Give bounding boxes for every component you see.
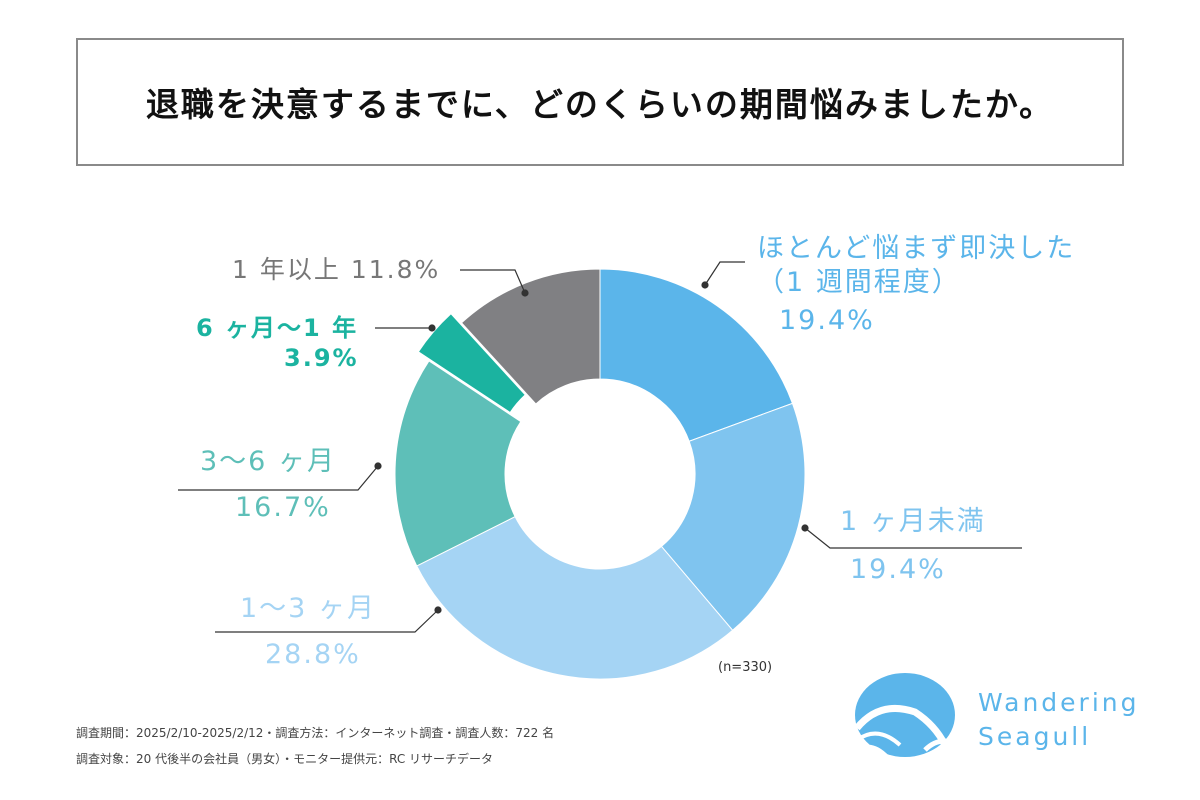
donut-slice-5 <box>460 268 601 405</box>
title-box: 退職を決意するまでに、どのくらいの期間悩みましたか。 <box>76 38 1124 166</box>
logo-text-line2: Seagull <box>978 722 1092 751</box>
footer-line-2: 調査対象：20 代後半の会社員（男女）・モニター提供元：RC リサーチデータ <box>76 752 494 766</box>
value-0: 19.4% <box>779 304 875 336</box>
donut-slice-1 <box>660 402 806 632</box>
label-0-line1: ほとんど悩まず即決した <box>757 233 1076 264</box>
leader-dot-1 <box>801 524 809 532</box>
donut-slice-0 <box>599 268 794 442</box>
label-slice-0: ほとんど悩まず即決した （1 週間程度） 19.4% <box>757 232 1075 337</box>
value-1: 19.4% <box>850 553 946 585</box>
leader-dot-2 <box>434 606 442 614</box>
sample-size-note: (n=330) <box>718 660 773 675</box>
label-2-line1: 1〜3 ヶ月 <box>240 593 376 624</box>
leader-line-1 <box>804 527 1022 549</box>
logo-mark <box>854 673 962 759</box>
label-5-line1: 1 年以上 <box>232 255 341 284</box>
leader-dot-3 <box>374 462 382 470</box>
donut-slice-2 <box>416 515 734 680</box>
label-slice-5: 1 年以上 11.8% <box>232 254 440 285</box>
leader-line-3 <box>178 465 379 491</box>
leader-dot-4 <box>428 324 436 332</box>
label-4-line1: 6 ヶ月〜1 年 <box>196 314 359 342</box>
chart-title: 退職を決意するまでに、どのくらいの期間悩みましたか。 <box>145 85 1055 124</box>
leader-dot-0 <box>701 281 709 289</box>
donut-slice-3 <box>394 360 522 567</box>
label-slice-4: 6 ヶ月〜1 年 3.9% <box>196 313 359 373</box>
leader-line-5 <box>460 269 526 294</box>
leader-line-2 <box>215 609 439 633</box>
leader-line-0 <box>704 261 745 286</box>
value-2: 28.8% <box>265 638 361 670</box>
label-slice-3: 3〜6 ヶ月 16.7% <box>200 445 336 525</box>
label-1-line1: 1 ヶ月未満 <box>840 506 986 537</box>
label-0-line2: （1 週間程度） <box>757 266 961 298</box>
logo-text-line1: Wandering <box>978 688 1140 717</box>
leader-dot-5 <box>521 289 529 297</box>
donut-slice-4 <box>417 313 526 414</box>
value-5: 11.8% <box>350 255 441 284</box>
label-slice-1: 1 ヶ月未満 19.4% <box>840 505 986 587</box>
value-3: 16.7% <box>235 491 331 523</box>
label-3-line1: 3〜6 ヶ月 <box>200 446 336 477</box>
value-4: 3.9% <box>284 344 359 372</box>
footer-line-1: 調査期間：2025/2/10-2025/2/12・調査方法：インターネット調査・… <box>76 726 555 740</box>
label-slice-2: 1〜3 ヶ月 28.8% <box>240 592 376 672</box>
